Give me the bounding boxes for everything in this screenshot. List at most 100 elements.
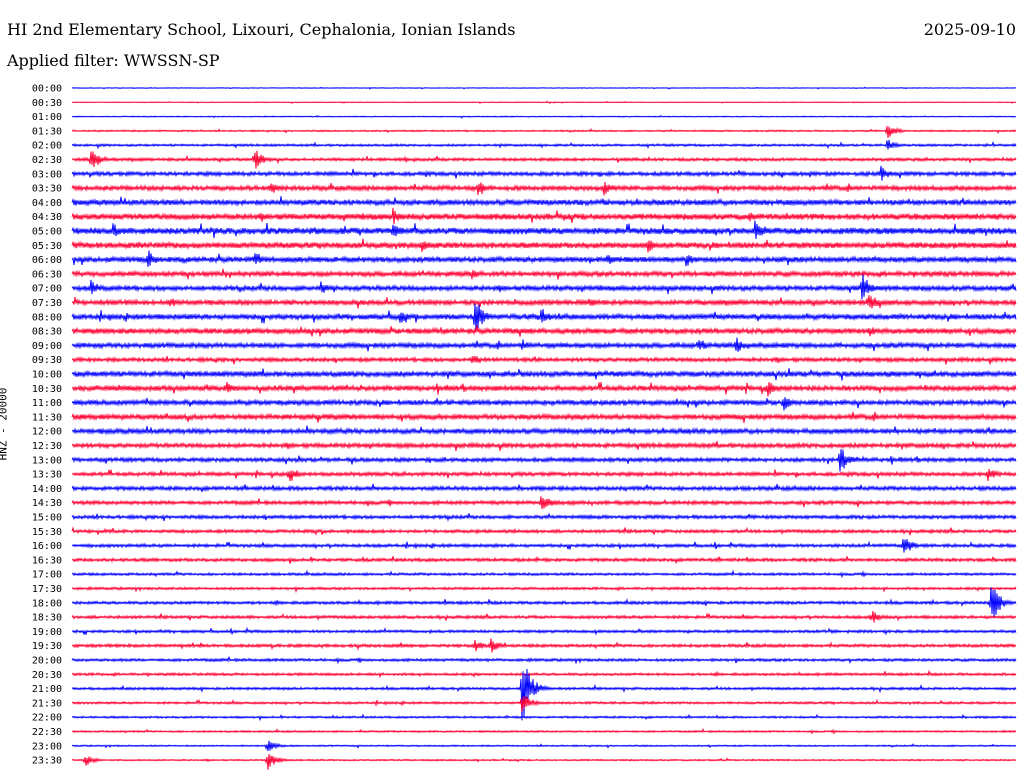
row-time-label: 07:30 — [32, 298, 62, 309]
row-time-label: 03:30 — [32, 184, 62, 195]
row-time-label: 06:30 — [32, 269, 62, 280]
trace-line — [71, 753, 1017, 770]
trace-line — [71, 638, 1017, 653]
trace-line — [71, 250, 1017, 267]
trace-line — [71, 740, 1017, 752]
row-time-label: 16:30 — [32, 555, 62, 566]
trace-line — [71, 669, 1017, 679]
trace-line — [71, 150, 1017, 169]
row-time-label: 19:00 — [32, 627, 62, 638]
trace-line — [71, 496, 1017, 510]
trace-line — [71, 569, 1017, 579]
row-time-label: 20:00 — [32, 656, 62, 667]
row-time-label: 17:30 — [32, 584, 62, 595]
trace-line — [71, 325, 1017, 337]
row-time-label: 00:30 — [32, 98, 62, 109]
row-time-label: 12:30 — [32, 441, 62, 452]
trace-line — [71, 100, 1017, 104]
row-time-label: 06:00 — [32, 255, 62, 266]
row-time-label: 02:00 — [32, 141, 62, 152]
trace-line — [71, 182, 1017, 196]
row-time-label: 19:30 — [32, 641, 62, 652]
trace-line — [71, 713, 1017, 722]
trace-line — [71, 656, 1017, 665]
row-time-label: 22:30 — [32, 727, 62, 738]
trace-line — [71, 483, 1017, 493]
row-time-label: 23:30 — [32, 756, 62, 767]
trace-line — [71, 526, 1017, 537]
trace-line — [71, 696, 1017, 712]
row-time-label: 15:30 — [32, 527, 62, 538]
trace-line — [71, 512, 1017, 522]
trace-line — [71, 220, 1017, 240]
row-time-label: 12:00 — [32, 427, 62, 438]
row-time-label: 18:30 — [32, 613, 62, 624]
row-time-label: 02:30 — [32, 155, 62, 166]
trace-line — [71, 441, 1017, 451]
trace-line — [71, 585, 1017, 594]
trace-line — [71, 555, 1017, 565]
row-time-label: 00:00 — [32, 84, 62, 95]
row-time-label: 21:00 — [32, 684, 62, 695]
trace-line — [71, 368, 1017, 381]
row-time-label: 10:00 — [32, 370, 62, 381]
trace-line — [71, 381, 1017, 397]
trace-line — [71, 165, 1017, 181]
row-time-label: 17:00 — [32, 570, 62, 581]
trace-line — [71, 469, 1017, 482]
row-time-label: 13:30 — [32, 470, 62, 481]
trace-line — [71, 626, 1017, 636]
row-time-label: 18:00 — [32, 598, 62, 609]
row-time-label: 21:30 — [32, 698, 62, 709]
row-time-label: 09:30 — [32, 355, 62, 366]
trace-line — [71, 86, 1017, 90]
trace-line — [71, 587, 1017, 617]
row-time-label: 16:00 — [32, 541, 62, 552]
trace-line — [71, 207, 1017, 225]
date-label: 2025-09-10 — [923, 20, 1016, 39]
trace-line — [71, 425, 1017, 436]
trace-line — [71, 268, 1017, 280]
row-time-label: 05:30 — [32, 241, 62, 252]
row-time-label: 08:00 — [32, 312, 62, 323]
trace-line — [71, 397, 1017, 411]
trace-line — [71, 294, 1017, 309]
row-time-label: 01:30 — [32, 126, 62, 137]
row-time-label: 11:30 — [32, 412, 62, 423]
row-time-label: 11:00 — [32, 398, 62, 409]
row-time-label: 05:00 — [32, 227, 62, 238]
filter-label: Applied filter: WWSSN-SP — [7, 51, 220, 70]
trace-line — [71, 355, 1017, 365]
row-time-label: 10:30 — [32, 384, 62, 395]
row-time-label: 13:00 — [32, 455, 62, 466]
row-time-label: 09:00 — [32, 341, 62, 352]
trace-line — [71, 114, 1017, 119]
row-time-label: 15:00 — [32, 513, 62, 524]
trace-line — [71, 274, 1017, 300]
row-time-label: 01:00 — [32, 112, 62, 123]
row-time-label: 03:00 — [32, 169, 62, 180]
trace-line — [71, 126, 1017, 139]
row-time-label: 14:30 — [32, 498, 62, 509]
trace-line — [71, 196, 1017, 207]
trace-line — [71, 139, 1017, 150]
trace-line — [71, 337, 1017, 352]
trace-line — [71, 449, 1017, 472]
row-time-label: 04:30 — [32, 212, 62, 223]
trace-line — [71, 411, 1017, 424]
row-time-label: 04:00 — [32, 198, 62, 209]
row-time-label: 23:00 — [32, 741, 62, 752]
trace-line — [71, 668, 1017, 721]
row-time-label: 14:00 — [32, 484, 62, 495]
row-time-label: 07:00 — [32, 284, 62, 295]
trace-line — [71, 611, 1017, 623]
row-time-label: 08:30 — [32, 327, 62, 338]
station-title: HI 2nd Elementary School, Lixouri, Cepha… — [7, 20, 516, 39]
trace-line — [71, 728, 1017, 735]
row-time-label: 22:00 — [32, 713, 62, 724]
trace-line — [71, 303, 1017, 332]
row-time-label: 20:30 — [32, 670, 62, 681]
trace-line — [71, 539, 1017, 553]
